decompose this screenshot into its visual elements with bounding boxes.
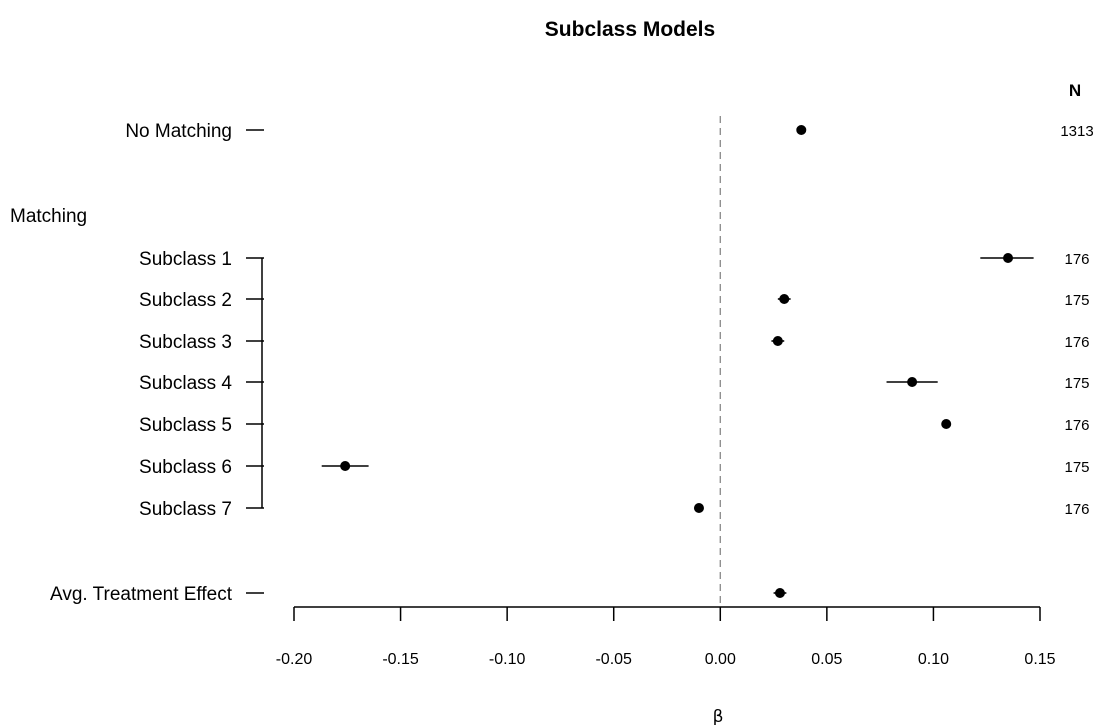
x-tick-label: -0.20 xyxy=(276,651,313,668)
row-label: Subclass 2 xyxy=(139,290,232,311)
x-tick-label: -0.10 xyxy=(489,651,526,668)
group-label-matching: Matching xyxy=(10,206,87,227)
estimate-point xyxy=(1003,253,1014,263)
n-value: 1313 xyxy=(1060,123,1093,140)
x-tick-label: -0.15 xyxy=(382,651,419,668)
row-label: No Matching xyxy=(125,121,232,142)
n-value: 175 xyxy=(1064,459,1089,476)
estimate-point xyxy=(796,125,807,135)
row-label: Avg. Treatment Effect xyxy=(50,584,233,605)
x-tick-label: 0.00 xyxy=(705,651,736,668)
estimate-point xyxy=(693,503,704,513)
n-value: 176 xyxy=(1064,501,1089,518)
n-value: 176 xyxy=(1064,417,1089,434)
n-value: 175 xyxy=(1064,375,1089,392)
estimate-point xyxy=(772,336,783,346)
estimate-point xyxy=(779,294,790,304)
x-tick-label: 0.15 xyxy=(1024,651,1055,668)
row-label: Subclass 5 xyxy=(139,415,232,436)
n-column-header: N xyxy=(1069,81,1081,100)
row-label: Subclass 7 xyxy=(139,499,232,520)
n-value: 176 xyxy=(1064,334,1089,351)
x-axis-label: β xyxy=(713,707,724,725)
estimate-point xyxy=(340,461,351,471)
estimate-point xyxy=(941,419,952,429)
chart-marks: -0.20 -0.15 -0.10 -0.05 0.00 0.05 0.10 0.15 No M… xyxy=(50,116,1094,668)
row-label: Subclass 1 xyxy=(139,249,232,270)
x-tick-label: 0.10 xyxy=(918,651,949,668)
row-label: Subclass 4 xyxy=(139,373,232,394)
row-label: Subclass 3 xyxy=(139,332,232,353)
n-value: 175 xyxy=(1064,292,1089,309)
x-tick-label: -0.05 xyxy=(595,651,632,668)
chart-title: Subclass Models xyxy=(545,18,715,41)
estimate-point xyxy=(774,588,785,598)
n-value: 176 xyxy=(1064,251,1089,268)
estimate-point xyxy=(907,377,918,387)
x-tick-label: 0.05 xyxy=(811,651,842,668)
row-label: Subclass 6 xyxy=(139,457,232,478)
